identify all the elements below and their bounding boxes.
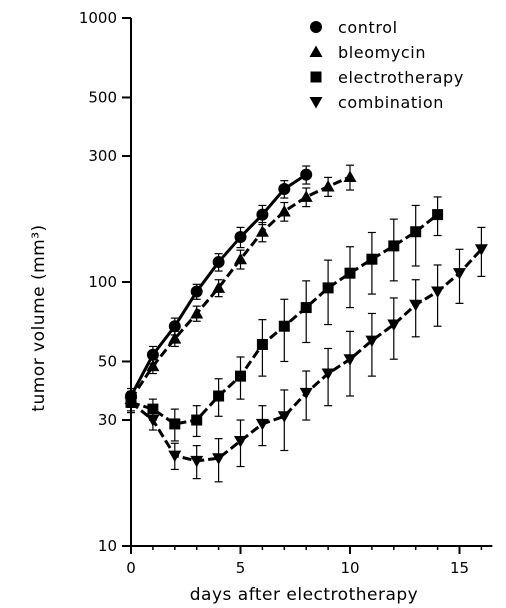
x-tick-label: 5 <box>236 559 246 577</box>
data-point-control <box>146 348 159 361</box>
data-point-electrotherapy <box>256 338 268 350</box>
data-point-electrotherapy <box>344 267 356 279</box>
data-point-bleomycin <box>343 170 357 182</box>
y-tick-label: 500 <box>88 88 117 106</box>
data-point-control <box>278 183 291 196</box>
series-layer <box>124 164 488 483</box>
data-point-electrotherapy <box>147 403 159 415</box>
axes: 10 30 50 100 300 500 1000 0 5 10 15 <box>79 9 493 577</box>
series-electrotherapy <box>125 196 444 442</box>
data-point-combination <box>190 455 204 468</box>
data-point-bleomycin <box>190 306 204 319</box>
data-point-electrotherapy <box>278 320 290 332</box>
data-point-electrotherapy <box>191 414 203 426</box>
legend: control bleomycin electrotherapy combinatio… <box>309 18 464 112</box>
data-point-electrotherapy <box>300 302 312 314</box>
data-point-control <box>168 320 181 333</box>
data-point-control <box>234 231 247 244</box>
y-tick-label: 30 <box>98 411 117 429</box>
data-point-electrotherapy <box>388 240 400 252</box>
data-point-electrotherapy <box>213 390 225 402</box>
data-point-bleomycin <box>321 180 335 192</box>
data-point-combination <box>409 299 423 312</box>
legend-marker-combination <box>309 97 323 109</box>
data-point-combination <box>168 450 182 463</box>
data-point-electrotherapy <box>169 418 181 430</box>
data-point-combination <box>234 435 247 448</box>
data-point-electrotherapy <box>410 226 422 238</box>
data-point-combination <box>387 319 401 332</box>
legend-label-electrotherapy: electrotherapy <box>338 68 464 87</box>
data-point-bleomycin <box>234 252 247 265</box>
data-point-combination <box>212 453 226 465</box>
y-tick-label: 1000 <box>79 9 117 27</box>
legend-marker-control <box>310 21 322 33</box>
data-point-combination <box>453 268 466 280</box>
data-point-combination <box>124 397 138 409</box>
legend-label-bleomycin: bleomycin <box>338 43 426 62</box>
data-point-combination <box>299 387 313 400</box>
data-point-combination <box>474 244 488 256</box>
y-tick-label: 300 <box>88 147 117 165</box>
data-point-bleomycin <box>212 281 226 293</box>
y-axis-title: tumor volume (mm³) <box>29 224 49 411</box>
data-point-bleomycin <box>168 332 182 344</box>
x-tick-label: 0 <box>126 559 136 577</box>
x-tick-label: 15 <box>450 559 469 577</box>
legend-label-control: control <box>338 18 398 37</box>
legend-marker-electrotherapy <box>310 71 322 83</box>
data-point-control <box>190 285 203 298</box>
data-point-electrotherapy <box>366 253 378 265</box>
y-tick-label: 100 <box>88 273 117 291</box>
data-point-combination <box>277 411 291 423</box>
y-tick-label: 50 <box>98 352 117 370</box>
series-bleomycin <box>124 164 357 408</box>
data-point-electrotherapy <box>432 209 444 221</box>
y-axis-title-group: tumor volume (mm³) <box>29 224 49 411</box>
x-tick-label: 10 <box>340 559 359 577</box>
y-tick-label: 10 <box>98 537 117 555</box>
data-point-bleomycin <box>277 204 291 217</box>
legend-marker-bleomycin <box>309 45 323 57</box>
data-point-bleomycin <box>299 190 313 202</box>
data-point-electrotherapy <box>322 282 334 294</box>
data-point-control <box>212 256 225 269</box>
legend-label-combination: combination <box>338 93 444 112</box>
data-point-electrotherapy <box>235 370 246 382</box>
data-point-control <box>256 208 269 221</box>
series-combination <box>124 226 488 483</box>
x-axis-title: days after electrotherapy <box>190 585 418 605</box>
data-point-combination <box>255 418 269 431</box>
data-point-bleomycin <box>146 359 160 372</box>
data-point-combination <box>431 286 445 299</box>
data-point-control <box>300 168 313 181</box>
data-point-bleomycin <box>255 225 269 237</box>
data-point-combination <box>321 368 335 381</box>
data-point-combination <box>343 354 357 366</box>
data-point-combination <box>365 335 379 348</box>
data-point-combination <box>146 415 160 427</box>
